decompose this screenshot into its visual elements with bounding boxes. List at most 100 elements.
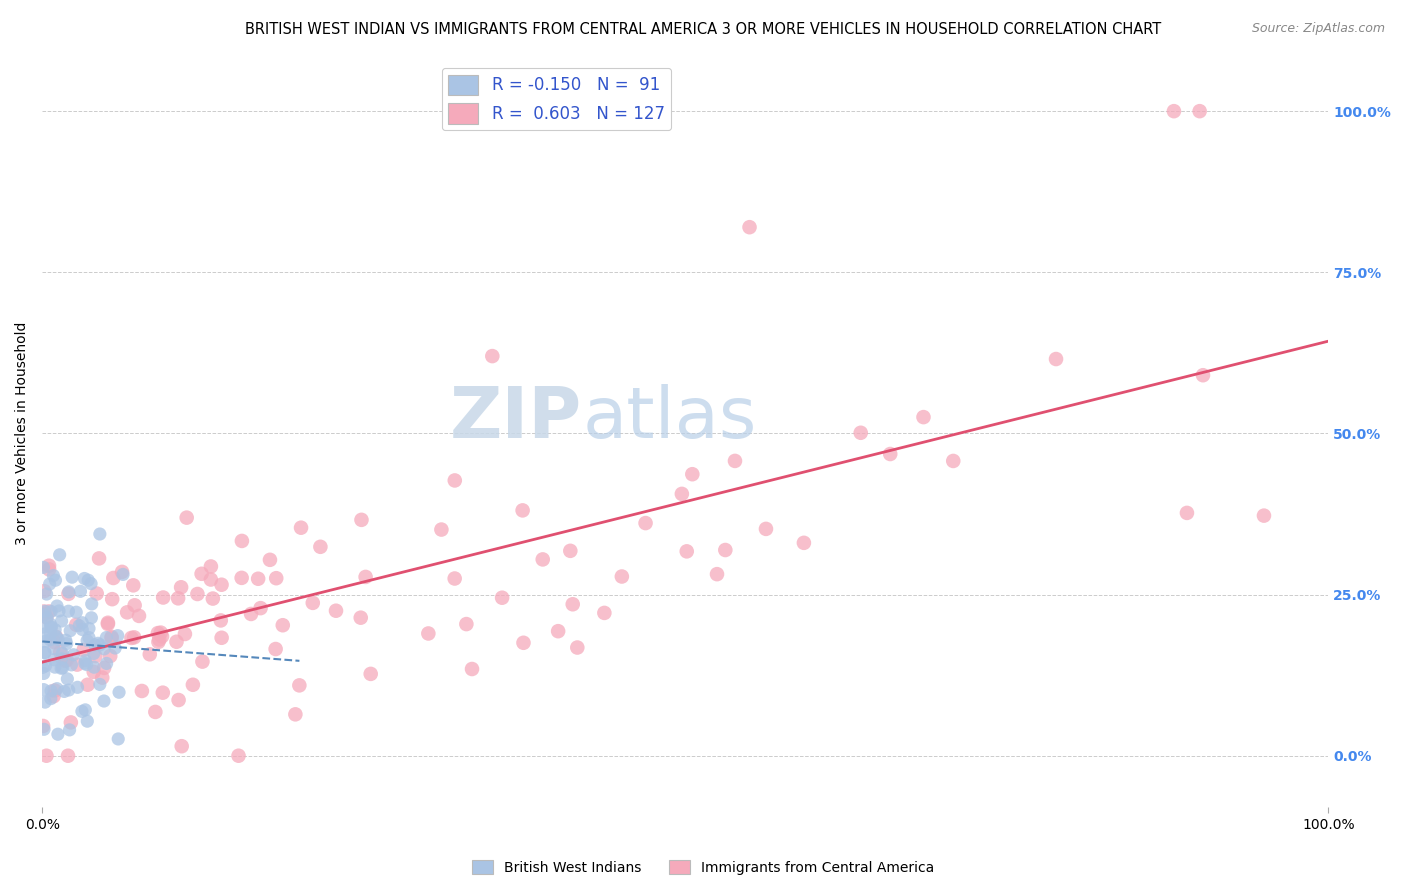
Point bbox=[191, 655, 214, 669]
Point bbox=[58, 604, 80, 618]
Point bbox=[284, 707, 307, 722]
Point bbox=[34, 646, 56, 660]
Point bbox=[228, 748, 250, 763]
Point bbox=[53, 654, 76, 668]
Point bbox=[32, 584, 55, 599]
Point bbox=[46, 727, 69, 741]
Point bbox=[107, 731, 129, 746]
Point bbox=[350, 610, 373, 624]
Point bbox=[354, 570, 377, 584]
Point bbox=[418, 626, 440, 640]
Point bbox=[31, 660, 53, 674]
Point bbox=[264, 642, 287, 657]
Point bbox=[32, 607, 55, 621]
Point bbox=[793, 536, 815, 550]
Point bbox=[55, 633, 77, 648]
Point bbox=[75, 703, 97, 717]
Point bbox=[51, 646, 73, 660]
Point bbox=[120, 631, 142, 645]
Point bbox=[32, 719, 55, 733]
Point bbox=[309, 540, 332, 554]
Point bbox=[72, 643, 94, 657]
Point bbox=[128, 608, 150, 623]
Point bbox=[59, 715, 82, 730]
Point bbox=[593, 606, 616, 620]
Point bbox=[1175, 506, 1198, 520]
Point bbox=[46, 599, 69, 613]
Point bbox=[231, 571, 253, 585]
Point bbox=[38, 604, 60, 618]
Point bbox=[39, 621, 62, 635]
Point bbox=[567, 640, 589, 655]
Point bbox=[56, 672, 79, 686]
Point bbox=[97, 617, 120, 632]
Point bbox=[70, 615, 93, 630]
Point bbox=[443, 572, 465, 586]
Point bbox=[942, 454, 965, 468]
Point bbox=[1253, 508, 1275, 523]
Point bbox=[122, 578, 145, 592]
Point bbox=[39, 691, 62, 706]
Point bbox=[52, 661, 75, 675]
Point bbox=[53, 684, 76, 698]
Point bbox=[738, 220, 761, 235]
Point bbox=[547, 624, 569, 639]
Point bbox=[34, 604, 56, 618]
Point bbox=[115, 605, 138, 619]
Point bbox=[131, 684, 153, 698]
Point bbox=[32, 723, 55, 737]
Point bbox=[39, 626, 62, 640]
Point bbox=[80, 611, 103, 625]
Point bbox=[93, 661, 115, 675]
Point bbox=[42, 568, 65, 582]
Point bbox=[531, 552, 554, 566]
Point bbox=[430, 523, 453, 537]
Legend: R = -0.150   N =  91, R =  0.603   N = 127: R = -0.150 N = 91, R = 0.603 N = 127 bbox=[441, 68, 672, 130]
Point bbox=[249, 601, 271, 615]
Point bbox=[561, 597, 583, 611]
Point bbox=[70, 623, 93, 637]
Point bbox=[247, 572, 270, 586]
Point bbox=[59, 624, 82, 638]
Point bbox=[89, 677, 111, 691]
Point bbox=[201, 591, 224, 606]
Point bbox=[108, 685, 131, 699]
Point bbox=[200, 559, 222, 574]
Point bbox=[48, 604, 70, 618]
Point bbox=[681, 467, 703, 482]
Point bbox=[111, 565, 134, 579]
Point bbox=[443, 474, 465, 488]
Point bbox=[103, 571, 125, 585]
Point bbox=[152, 686, 174, 700]
Point bbox=[58, 587, 80, 601]
Point bbox=[87, 551, 110, 566]
Point bbox=[240, 607, 263, 621]
Point bbox=[491, 591, 513, 605]
Point bbox=[83, 638, 105, 652]
Point bbox=[1192, 368, 1215, 383]
Point bbox=[34, 646, 56, 660]
Point bbox=[44, 683, 66, 698]
Point bbox=[32, 560, 55, 574]
Point bbox=[150, 629, 173, 643]
Point bbox=[66, 657, 89, 672]
Point bbox=[58, 585, 80, 599]
Point bbox=[58, 723, 80, 737]
Point bbox=[66, 681, 89, 695]
Point bbox=[1188, 104, 1211, 119]
Point bbox=[149, 625, 172, 640]
Point bbox=[176, 510, 198, 524]
Point bbox=[146, 626, 169, 640]
Point bbox=[39, 684, 62, 698]
Point bbox=[93, 694, 115, 708]
Point bbox=[44, 660, 66, 674]
Point bbox=[77, 573, 100, 587]
Point bbox=[181, 678, 204, 692]
Point bbox=[38, 577, 60, 591]
Point bbox=[35, 610, 58, 624]
Point bbox=[755, 522, 778, 536]
Point bbox=[879, 447, 901, 461]
Point bbox=[42, 641, 65, 656]
Point bbox=[41, 620, 63, 634]
Point bbox=[76, 657, 98, 672]
